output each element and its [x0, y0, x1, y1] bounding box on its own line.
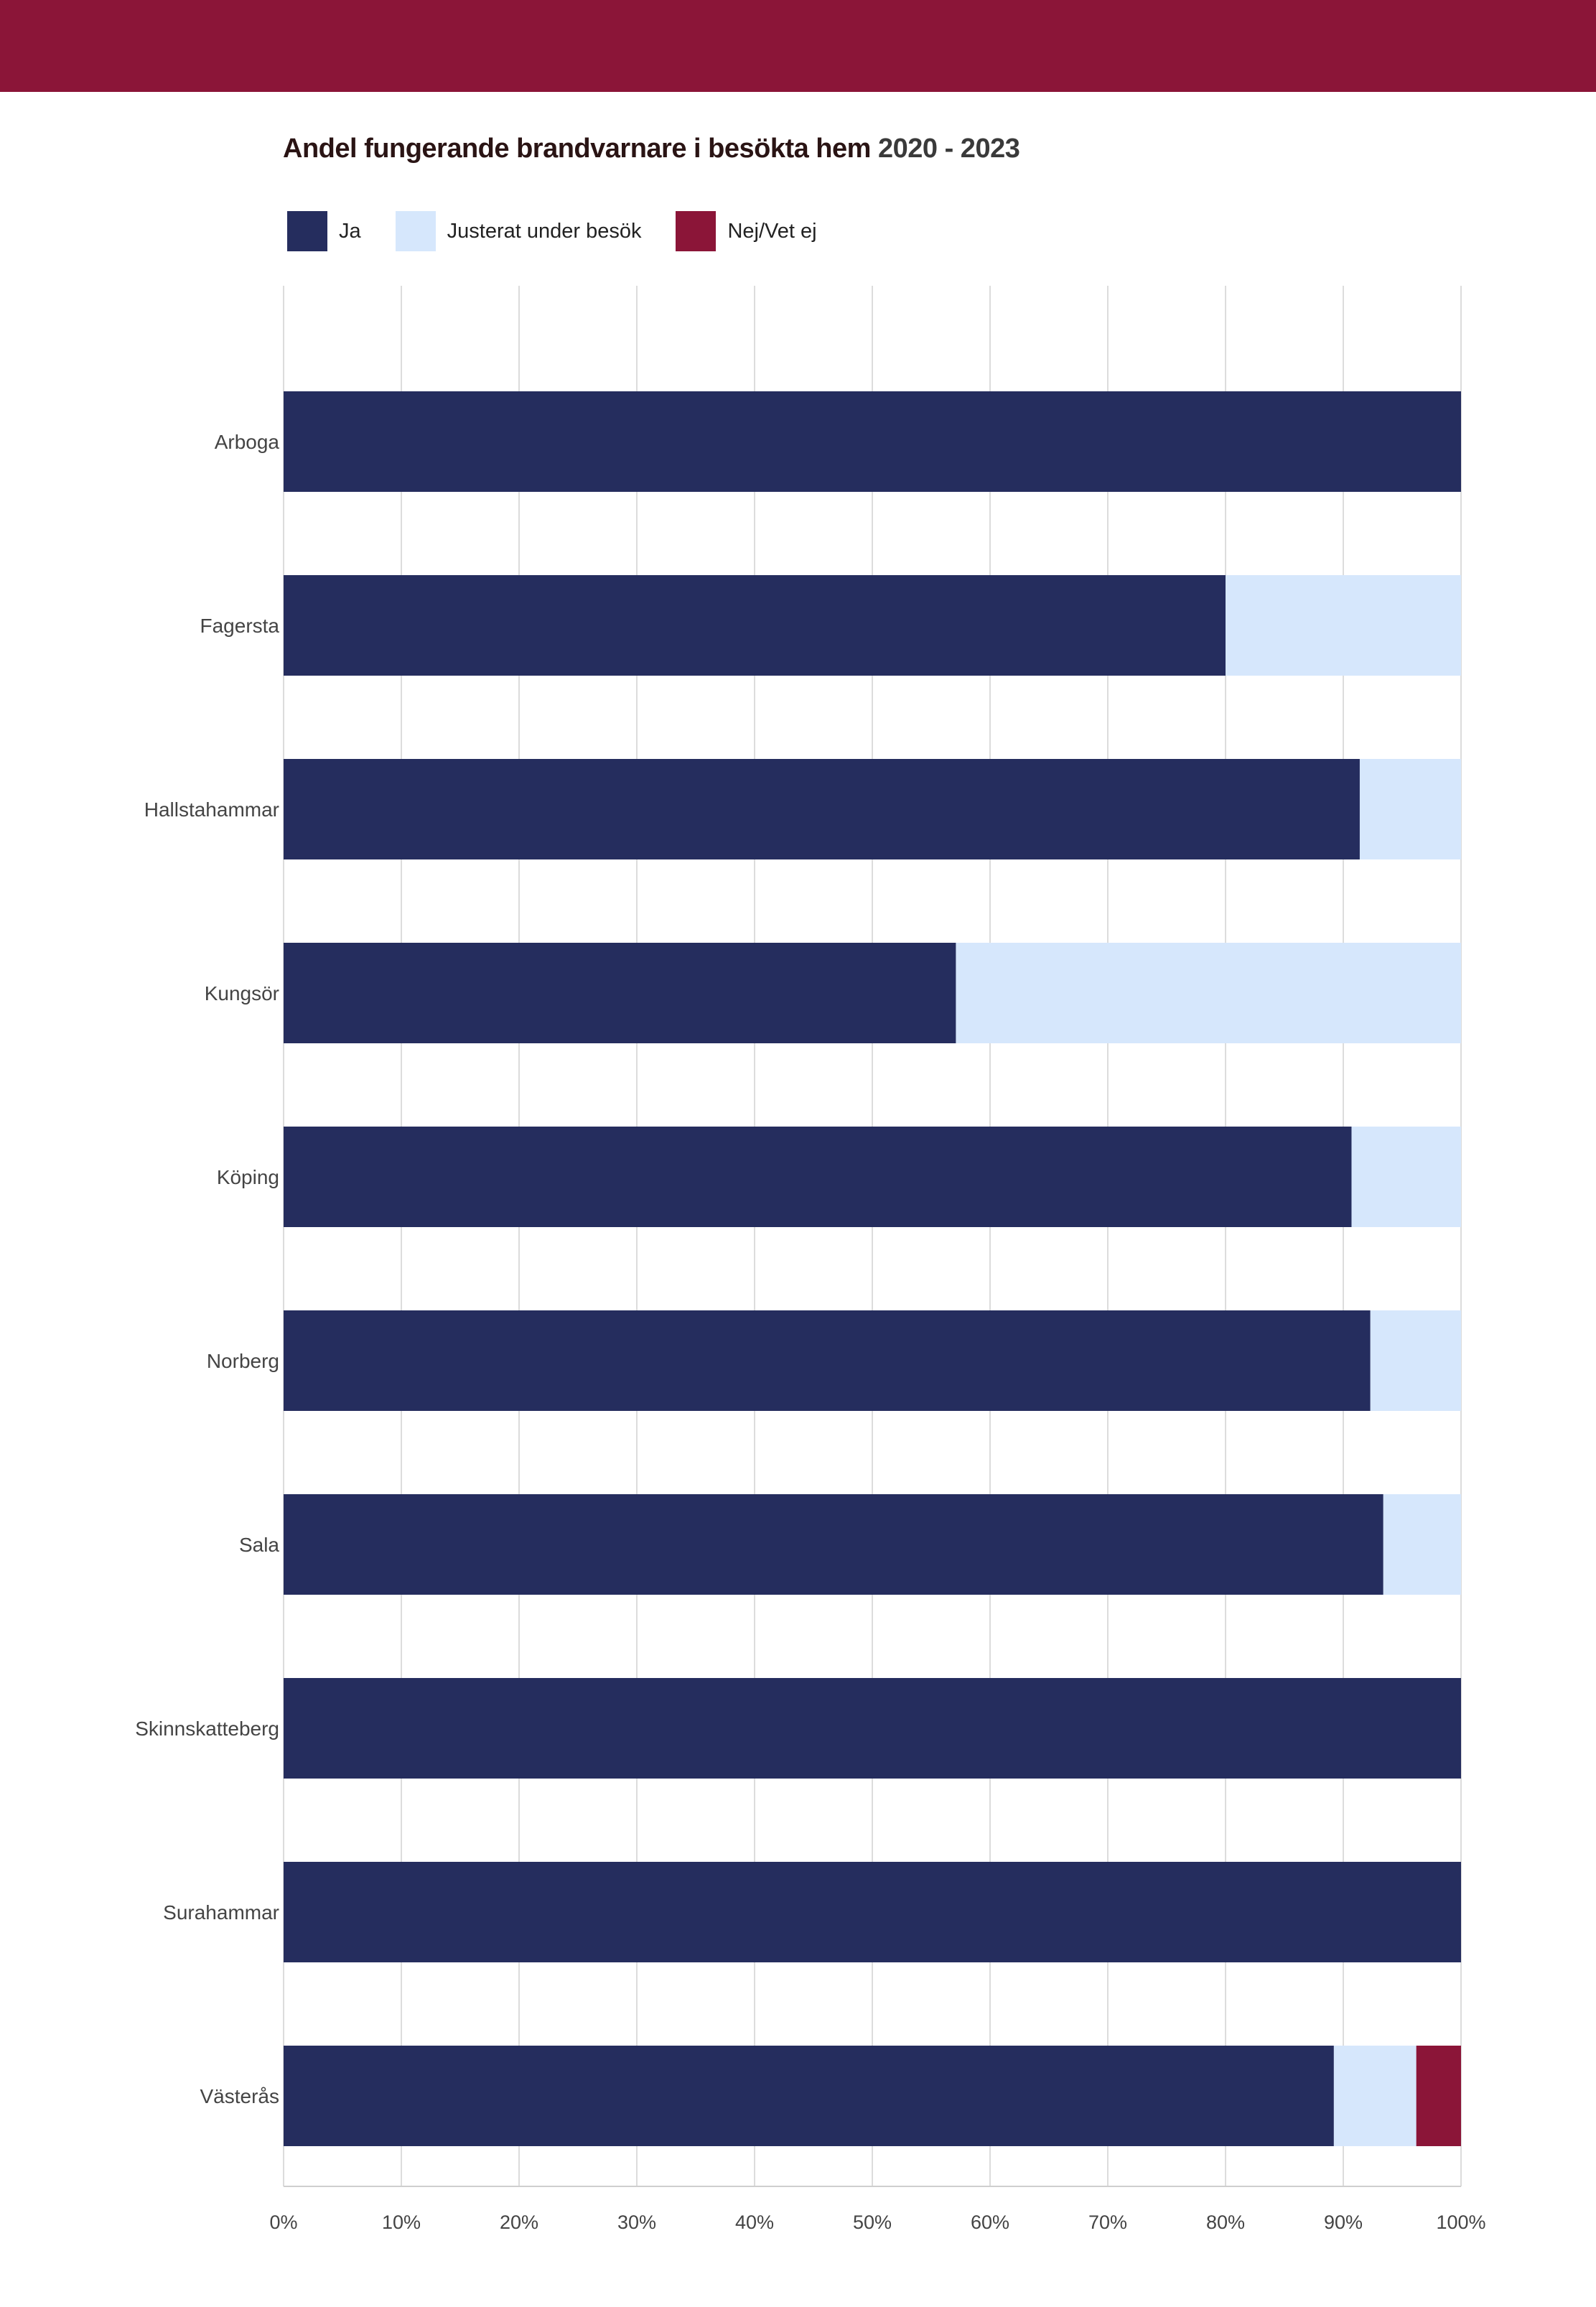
x-tick-label: 50%	[853, 2212, 892, 2233]
legend-label-nej: Nej/Vet ej	[727, 219, 817, 243]
bar-segment	[1416, 2046, 1461, 2146]
category-label: Kungsör	[205, 982, 279, 1005]
category-label: Norberg	[207, 1350, 279, 1372]
bar-segment	[284, 1127, 1352, 1227]
bar-segment	[284, 1862, 1461, 1962]
top-banner	[0, 0, 1596, 92]
bar-segment	[284, 759, 1360, 859]
chart-title: Andel fungerande brandvarnare i besökta …	[283, 134, 1020, 164]
chart-title-text: Andel fungerande brandvarnare i besökta …	[283, 134, 871, 164]
bar-segment	[1226, 575, 1461, 676]
bar-segment	[1351, 1127, 1461, 1227]
category-label: Sala	[239, 1534, 279, 1556]
category-label: Arboga	[215, 431, 280, 453]
bar-segment	[284, 391, 1461, 492]
bar-segment	[284, 1494, 1383, 1595]
chart-title-years: 2020 - 2023	[878, 134, 1020, 164]
x-tick-label: 70%	[1088, 2212, 1127, 2233]
x-tick-label: 20%	[500, 2212, 538, 2233]
bar-segment	[284, 943, 956, 1043]
legend-swatch-ja	[287, 211, 327, 251]
bar-segment	[1370, 1310, 1461, 1411]
x-tick-label: 100%	[1436, 2212, 1485, 2233]
category-label: Köping	[217, 1166, 279, 1188]
x-tick-label: 80%	[1206, 2212, 1245, 2233]
x-tick-label: 40%	[735, 2212, 774, 2233]
bar-segment	[284, 2046, 1334, 2146]
category-label: Västerås	[200, 2085, 280, 2107]
category-label: Hallstahammar	[144, 798, 279, 821]
x-tick-label: 90%	[1324, 2212, 1363, 2233]
bar-segment	[284, 1678, 1461, 1779]
x-tick-label: 30%	[617, 2212, 656, 2233]
bar-segment	[1383, 1494, 1461, 1595]
legend-item-ja: Ja	[287, 211, 361, 251]
x-tick-label: 10%	[382, 2212, 421, 2233]
x-tick-label: 0%	[269, 2212, 297, 2233]
legend-label-justerat: Justerat under besök	[447, 219, 642, 243]
category-label: Skinnskatteberg	[135, 1718, 279, 1740]
category-label: Surahammar	[163, 1901, 279, 1924]
category-label: Fagersta	[200, 615, 280, 637]
bar-segment	[284, 1310, 1371, 1411]
legend-item-justerat: Justerat under besök	[395, 211, 642, 251]
legend-swatch-justerat	[395, 211, 436, 251]
bar-segment	[284, 575, 1226, 676]
bar-segment	[1333, 2046, 1417, 2146]
chart-legend: Ja Justerat under besök Nej/Vet ej	[287, 210, 851, 253]
bar-segment	[956, 943, 1461, 1043]
bar-segment	[1359, 759, 1461, 859]
legend-swatch-nej	[676, 211, 717, 251]
x-tick-label: 60%	[971, 2212, 1009, 2233]
legend-item-nej: Nej/Vet ej	[676, 211, 817, 251]
legend-label-ja: Ja	[339, 219, 361, 243]
